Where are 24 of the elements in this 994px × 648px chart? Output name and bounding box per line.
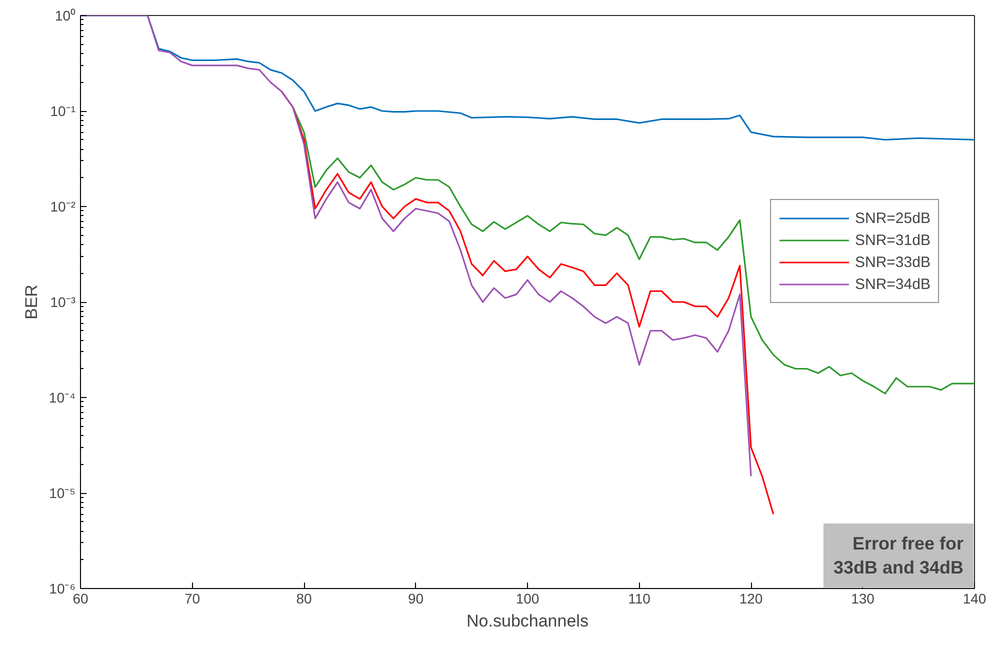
x-tick-label: 110: [628, 590, 651, 606]
x-tick-label: 130: [851, 590, 875, 606]
legend-label: SNR=34dB: [855, 276, 930, 292]
y-tick-label: 10⁻⁴: [48, 390, 76, 406]
x-tick-label: 90: [408, 590, 424, 606]
y-tick-label: 10⁻³: [50, 294, 76, 310]
y-tick-label: 10⁻¹: [50, 103, 76, 119]
x-tick-label: 60: [72, 590, 88, 606]
x-tick-label: 70: [184, 590, 200, 606]
annotation: Error free for 33dB and 34dB: [833, 534, 964, 578]
line-series: [292, 106, 974, 394]
y-tick-label: 10⁰: [54, 8, 76, 24]
x-axis-title: No.subchannels: [466, 612, 588, 630]
legend-label: SNR=25dB: [855, 210, 930, 226]
y-axis-title: BER: [22, 284, 41, 320]
line-series: [80, 16, 752, 477]
x-tick-label: 80: [296, 590, 312, 606]
legend-label: SNR=31dB: [855, 232, 930, 248]
y-tick-label: 10⁻²: [50, 198, 76, 214]
x-tick-label: 140: [962, 590, 986, 606]
legend-label: SNR=33dB: [855, 254, 930, 270]
x-tick-label: 120: [739, 590, 763, 606]
y-tick-label: 10⁻⁵: [49, 485, 76, 501]
x-tick-label: 100: [516, 590, 540, 606]
